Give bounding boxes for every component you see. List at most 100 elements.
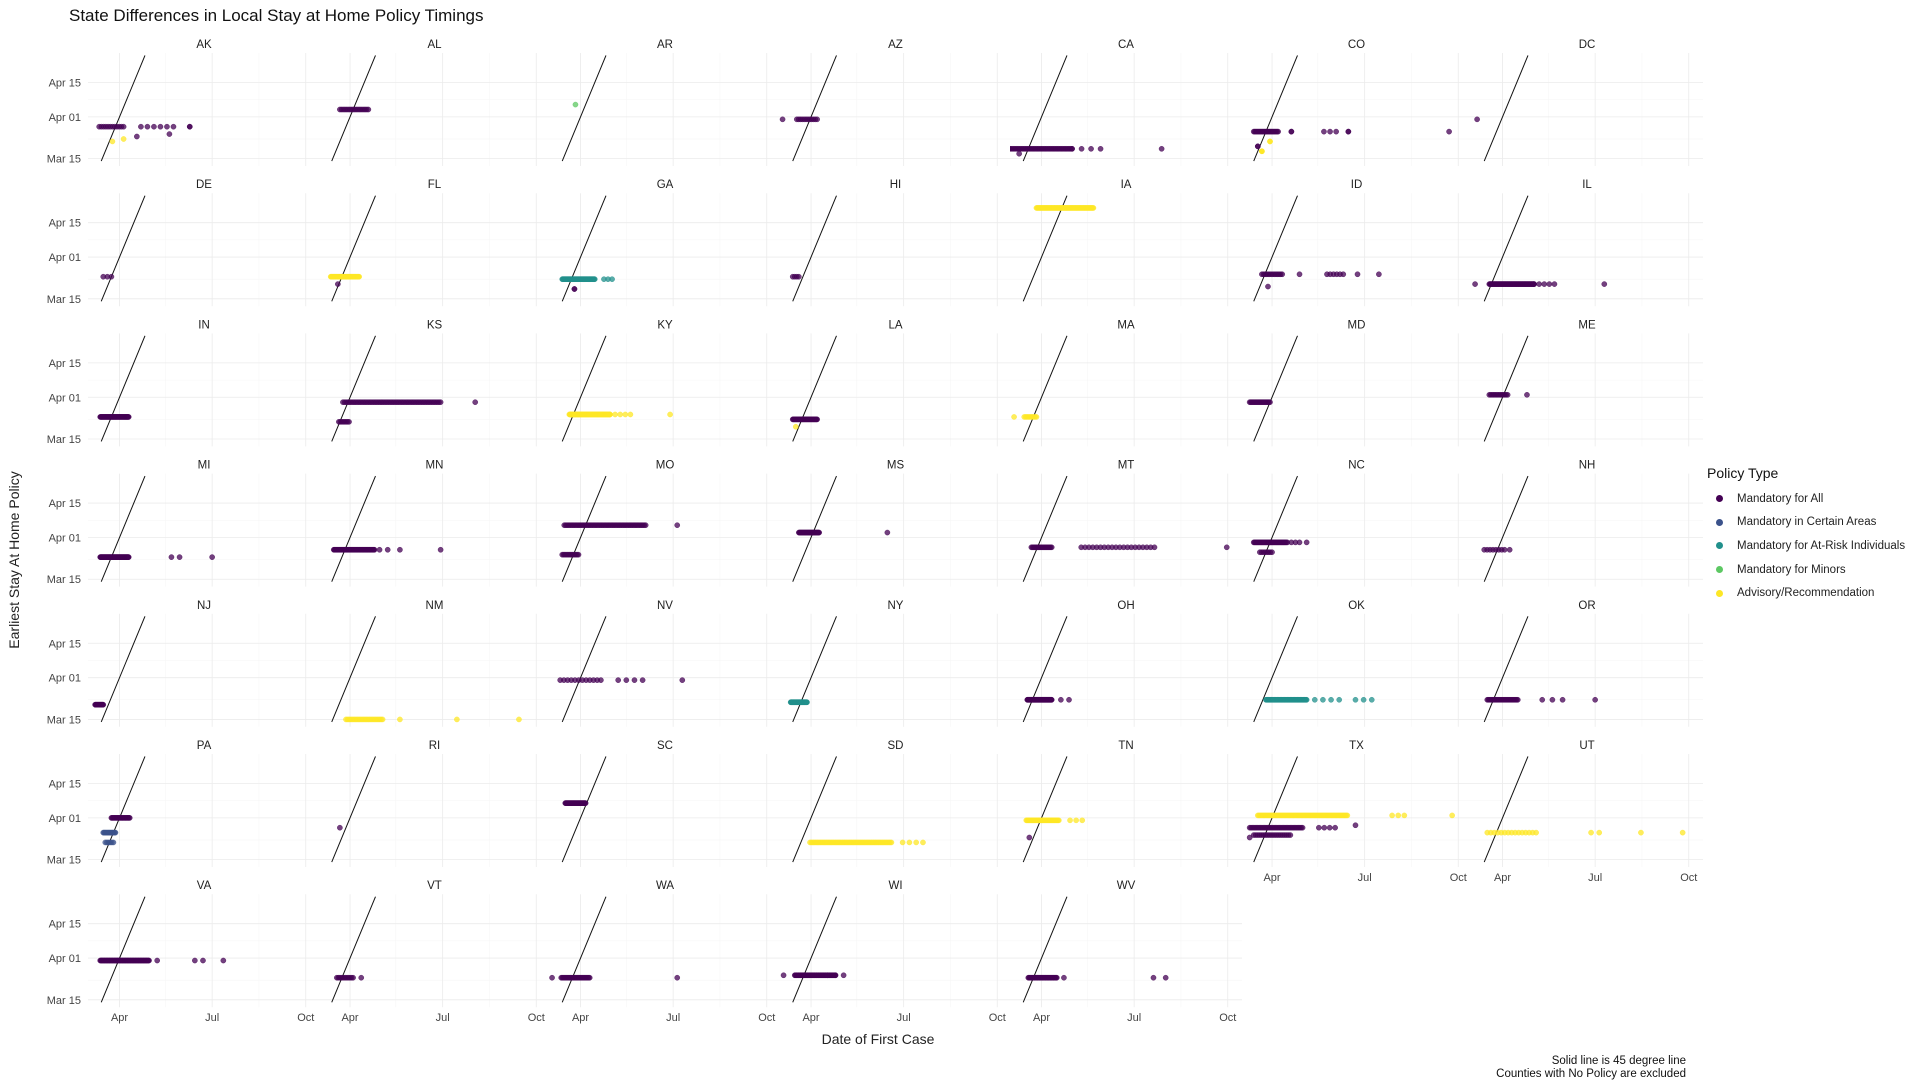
- facet-strip-label: MS: [887, 460, 905, 472]
- legend-label: Mandatory for Minors: [1737, 563, 1846, 576]
- x-tick-label: Apr: [341, 1012, 358, 1024]
- data-point: [157, 123, 164, 130]
- data-point: [1303, 539, 1310, 546]
- x-tick-label: Apr: [1263, 872, 1280, 884]
- panel-background: [1240, 53, 1473, 166]
- data-point: [1340, 271, 1347, 278]
- data-point: [1559, 696, 1566, 703]
- facet-strip-label: MN: [426, 460, 444, 472]
- legend-item: Mandatory in Certain Areas: [1707, 511, 1905, 535]
- data-point: [1151, 544, 1158, 551]
- reference-line-45deg: [1022, 195, 1068, 302]
- data-point: [1352, 696, 1359, 703]
- data-point: [679, 677, 686, 683]
- reference-line-45deg: [100, 335, 146, 442]
- data-point: [1549, 696, 1556, 703]
- data-point: [1054, 974, 1060, 981]
- data-point: [1446, 128, 1452, 135]
- data-point: [1288, 128, 1295, 135]
- data-point: [804, 699, 810, 706]
- data-point: [1326, 824, 1333, 831]
- facet-panel-md: MD: [1240, 319, 1473, 447]
- facet-strip-label: VT: [427, 880, 442, 892]
- panel-background: [779, 333, 1012, 447]
- data-point: [796, 273, 802, 280]
- facet-panel-tn: TN: [1010, 740, 1242, 867]
- y-tick-label: Apr 01: [49, 813, 81, 825]
- reference-line-45deg: [1253, 335, 1298, 442]
- panel-background: [1471, 333, 1703, 447]
- facet-strip-label: AZ: [888, 39, 903, 51]
- facet-panel-ok: OK: [1240, 600, 1473, 727]
- y-tick-label: Mar 15: [47, 855, 81, 867]
- facet-panel-mn: MN: [318, 460, 551, 587]
- y-tick-label: Apr 15: [49, 218, 81, 230]
- legend-swatch: [1716, 566, 1723, 574]
- data-point: [166, 131, 173, 137]
- y-tick-label: Mar 15: [47, 995, 81, 1007]
- data-point: [780, 972, 787, 979]
- panel-background: [1471, 193, 1703, 307]
- data-point: [397, 546, 403, 553]
- data-point: [598, 677, 604, 683]
- facet-panel-ks: KS: [318, 319, 551, 447]
- facet-strip-label: IL: [1582, 179, 1592, 191]
- facet-strip-label: MT: [1118, 460, 1135, 472]
- data-point: [125, 414, 132, 420]
- data-point: [1401, 812, 1408, 819]
- data-point: [1079, 817, 1086, 824]
- facet-panel-vt: VT Apr Jul Oct: [318, 880, 551, 1024]
- data-point: [1067, 817, 1073, 824]
- facet-strip-label: PA: [197, 740, 212, 752]
- data-point: [1344, 812, 1351, 819]
- facet-strip-label: IN: [198, 319, 210, 331]
- data-point: [814, 116, 820, 123]
- facet-strip-label: MO: [656, 460, 675, 472]
- data-point: [472, 399, 479, 405]
- data-point: [1551, 281, 1558, 287]
- facet-panel-ma: MA: [1010, 319, 1242, 447]
- data-point: [1524, 392, 1530, 398]
- facet-panel-nh: NH: [1471, 460, 1703, 587]
- facet-panel-sd: SD: [779, 740, 1012, 867]
- data-point: [1336, 696, 1343, 703]
- reference-line-45deg: [100, 475, 146, 582]
- data-point: [1162, 974, 1169, 981]
- y-tick-label: Mar 15: [47, 294, 81, 306]
- facet-panel-la: LA: [779, 319, 1012, 447]
- facet-panel-nv: NV: [549, 600, 781, 727]
- facet-panel-dc: DC: [1471, 39, 1703, 166]
- legend-label: Mandatory for All: [1737, 492, 1824, 505]
- facet-strip-label: CA: [1118, 39, 1134, 51]
- facet-strip-label: NC: [1348, 460, 1365, 472]
- data-point: [1352, 822, 1359, 829]
- data-point: [126, 815, 133, 821]
- data-point: [639, 677, 646, 683]
- data-point: [1259, 148, 1265, 155]
- data-point: [350, 974, 356, 981]
- data-point: [516, 716, 522, 723]
- data-point: [1327, 128, 1333, 135]
- data-point: [824, 972, 831, 979]
- facet-panel-de: DE Apr 15 Apr 01 Mar 15: [47, 179, 320, 307]
- y-tick-label: Mar 15: [47, 714, 81, 726]
- legend-item: Advisory/Recommendation: [1707, 581, 1905, 605]
- panel-background: [1010, 333, 1242, 447]
- data-point: [1097, 146, 1104, 152]
- data-point: [1474, 116, 1480, 123]
- facet-panel-va: VA Apr 15 Apr 01 Mar 15 Apr Jul Oct: [47, 880, 320, 1024]
- legend-swatch: [1716, 518, 1723, 526]
- data-point: [586, 974, 593, 981]
- data-point: [1389, 812, 1395, 819]
- data-point: [642, 522, 649, 528]
- data-point: [913, 839, 919, 846]
- x-tick-label: Oct: [1450, 872, 1467, 884]
- facet-strip-label: NJ: [197, 600, 211, 612]
- data-point: [1536, 281, 1542, 287]
- y-tick-label: Apr 15: [49, 498, 81, 510]
- data-point: [437, 399, 444, 405]
- reference-line-45deg: [100, 55, 146, 162]
- y-tick-label: Mar 15: [47, 434, 81, 446]
- x-tick-label: Apr: [802, 1012, 819, 1024]
- facet-panel-sc: SC: [549, 740, 781, 867]
